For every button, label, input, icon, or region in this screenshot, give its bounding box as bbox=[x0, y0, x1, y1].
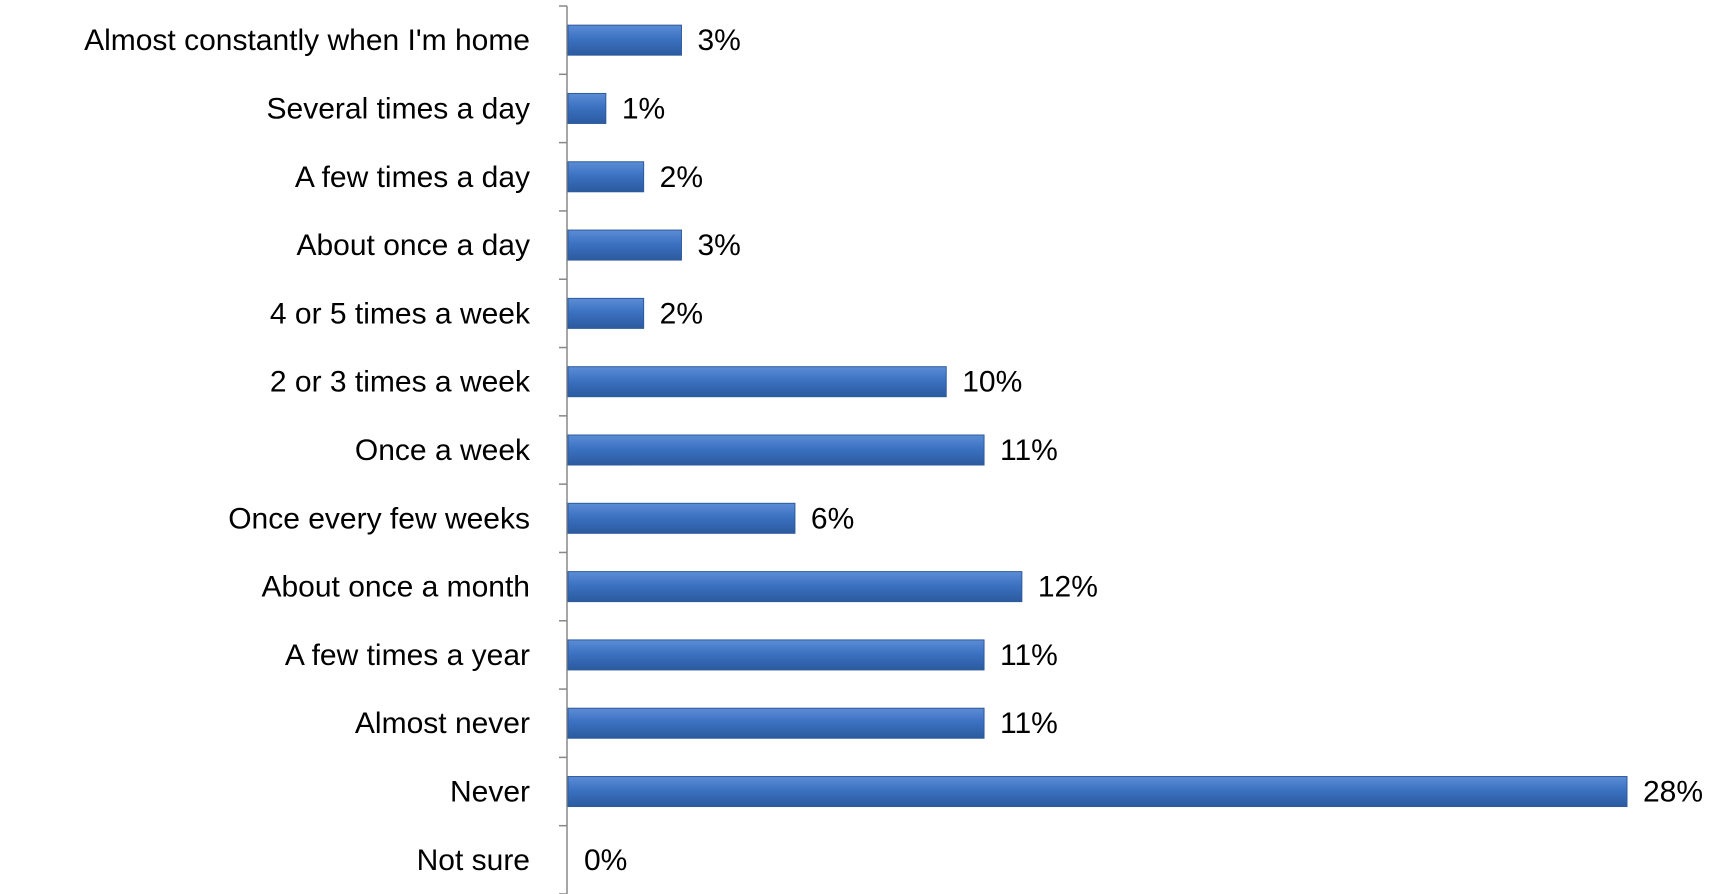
bar bbox=[567, 24, 682, 56]
data-label: 3% bbox=[697, 229, 740, 262]
bar bbox=[567, 639, 985, 671]
bar bbox=[567, 297, 645, 329]
category-label: Almost never bbox=[355, 707, 530, 740]
category-label: A few times a day bbox=[295, 161, 530, 194]
axis-layer bbox=[559, 5, 568, 894]
category-label: 2 or 3 times a week bbox=[270, 366, 531, 399]
bar bbox=[567, 366, 947, 398]
data-label: 6% bbox=[811, 502, 854, 535]
bar bbox=[567, 571, 1023, 603]
labels-layer: Almost constantly when I'm home 3% Several… bbox=[84, 24, 1703, 877]
category-label: A few times a year bbox=[285, 639, 530, 672]
category-label: Once every few weeks bbox=[228, 502, 530, 535]
category-label: Not sure bbox=[417, 844, 530, 877]
category-label: 4 or 5 times a week bbox=[270, 297, 531, 330]
bar bbox=[567, 502, 796, 534]
data-label: 0% bbox=[584, 844, 627, 877]
category-label: Never bbox=[450, 776, 530, 809]
data-label: 10% bbox=[962, 366, 1022, 399]
bar bbox=[567, 776, 1628, 808]
category-label: Almost constantly when I'm home bbox=[84, 24, 530, 57]
data-label: 2% bbox=[660, 297, 703, 330]
data-label: 3% bbox=[697, 24, 740, 57]
bar bbox=[567, 92, 607, 124]
category-label: Once a week bbox=[355, 434, 531, 467]
data-label: 11% bbox=[1000, 707, 1058, 740]
bar bbox=[567, 434, 985, 466]
data-label: 11% bbox=[1000, 639, 1058, 672]
bars-layer bbox=[567, 24, 1628, 808]
data-label: 1% bbox=[622, 92, 665, 125]
bar bbox=[567, 707, 985, 739]
bar bbox=[567, 161, 645, 193]
bar bbox=[567, 229, 682, 261]
category-label: About once a month bbox=[261, 571, 530, 604]
category-label: Several times a day bbox=[267, 92, 530, 125]
data-label: 28% bbox=[1643, 776, 1703, 809]
data-label: 11% bbox=[1000, 434, 1058, 467]
category-label: About once a day bbox=[296, 229, 530, 262]
data-label: 12% bbox=[1038, 571, 1098, 604]
data-label: 2% bbox=[660, 161, 703, 194]
